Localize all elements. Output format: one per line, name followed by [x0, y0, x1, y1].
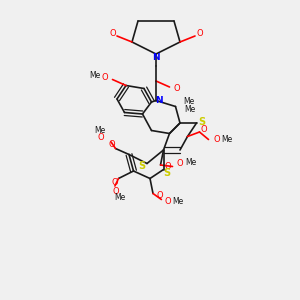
Text: O: O	[213, 135, 220, 144]
Text: N: N	[155, 96, 163, 105]
Text: Me: Me	[94, 126, 106, 135]
Text: N: N	[152, 52, 160, 62]
Text: O: O	[156, 190, 163, 200]
Text: O: O	[102, 73, 108, 82]
Text: Me: Me	[221, 135, 232, 144]
Text: O: O	[108, 140, 115, 149]
Text: Me: Me	[114, 194, 126, 202]
Text: O: O	[165, 197, 171, 206]
Text: Me: Me	[184, 105, 195, 114]
Text: S: S	[164, 168, 171, 178]
Text: Me: Me	[172, 196, 183, 206]
Text: O: O	[196, 29, 203, 38]
Text: O: O	[165, 162, 171, 171]
Text: O: O	[97, 134, 104, 142]
Text: O: O	[201, 125, 207, 134]
Text: O: O	[109, 29, 116, 38]
Text: S: S	[138, 161, 145, 171]
Text: O: O	[174, 84, 180, 93]
Text: Me: Me	[185, 158, 196, 167]
Text: S: S	[198, 117, 206, 127]
Text: Me: Me	[183, 97, 195, 106]
Text: O: O	[112, 178, 118, 187]
Text: O: O	[177, 159, 183, 168]
Text: Me: Me	[89, 70, 101, 80]
Text: O: O	[112, 187, 119, 196]
